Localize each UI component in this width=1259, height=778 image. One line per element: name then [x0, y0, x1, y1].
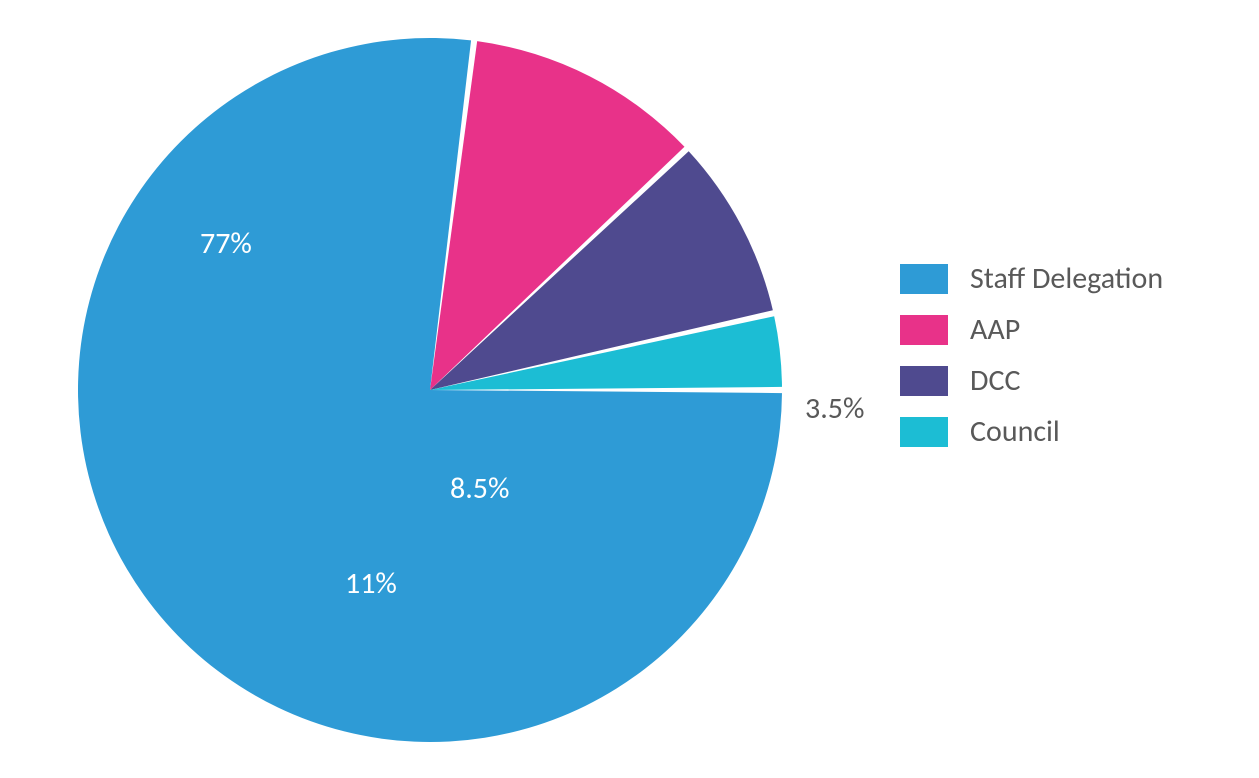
- legend-label: AAP: [970, 311, 1020, 348]
- legend-swatch: [900, 315, 948, 345]
- legend-label: DCC: [970, 362, 1020, 399]
- legend: Staff Delegation AAP DCC Council: [900, 260, 1163, 464]
- slice-label-aap: 11%: [345, 565, 397, 602]
- legend-swatch: [900, 417, 948, 447]
- slice-label-staff-delegation: 77%: [200, 225, 252, 262]
- slice-label-dcc: 8.5%: [450, 470, 509, 507]
- slice-label-council: 3.5%: [805, 390, 864, 427]
- legend-label: Council: [970, 413, 1060, 450]
- legend-swatch: [900, 366, 948, 396]
- legend-item-staff-delegation: Staff Delegation: [900, 260, 1163, 297]
- legend-item-aap: AAP: [900, 311, 1163, 348]
- legend-label: Staff Delegation: [970, 260, 1163, 297]
- legend-item-council: Council: [900, 413, 1163, 450]
- legend-swatch: [900, 264, 948, 294]
- legend-item-dcc: DCC: [900, 362, 1163, 399]
- pie-chart-container: 77% 11% 8.5% 3.5% Staff Delegation AAP DCC Cou…: [0, 0, 1259, 778]
